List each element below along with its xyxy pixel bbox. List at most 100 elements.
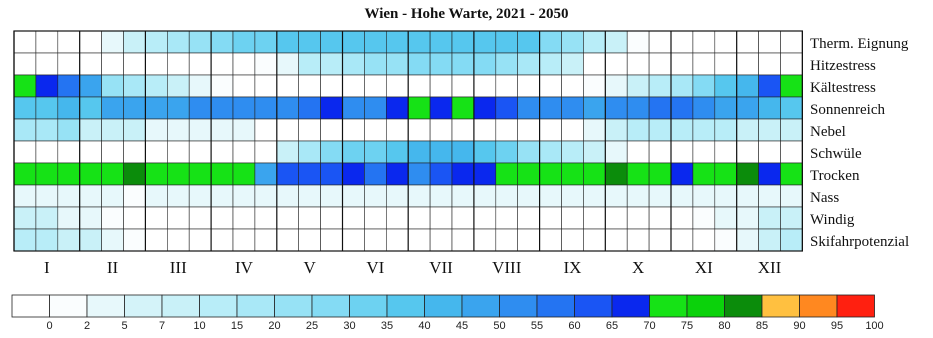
heatmap-cell <box>254 162 278 186</box>
month-label: VII <box>429 258 453 277</box>
heatmap-cell <box>648 52 672 76</box>
month-label: XII <box>757 258 782 277</box>
heatmap-cell <box>736 96 759 120</box>
heatmap-cell <box>79 96 102 120</box>
heatmap-cell <box>167 30 190 54</box>
row-label: Windig <box>810 212 855 228</box>
color-scale-tick-label: 90 <box>793 320 806 332</box>
heatmap-cell <box>276 206 299 230</box>
heatmap-cell <box>254 228 278 252</box>
color-scale-swatch <box>724 294 763 318</box>
heatmap-cell <box>692 184 716 208</box>
heatmap-cell <box>736 74 759 98</box>
heatmap-cell <box>145 30 168 54</box>
heatmap-cell <box>648 206 672 230</box>
heatmap-cell <box>320 118 343 142</box>
color-scale-tick-label: 5 <box>121 320 128 332</box>
heatmap-cell <box>692 140 716 164</box>
color-scale-tick-label: 30 <box>343 320 356 332</box>
heatmap-cell <box>539 30 562 54</box>
heatmap-cell <box>692 52 716 76</box>
heatmap-cell <box>232 96 256 120</box>
heatmap-cell <box>364 74 387 98</box>
heatmap-cell <box>780 140 803 164</box>
heatmap-cell <box>407 30 431 54</box>
month-label: II <box>106 258 119 277</box>
month-label: VIII <box>492 258 522 277</box>
heatmap-cell <box>276 52 299 76</box>
heatmap-cell <box>35 96 59 120</box>
row-label: Nebel <box>810 124 846 140</box>
heatmap-cell <box>648 228 672 252</box>
color-scale-tick-label: 65 <box>605 320 619 332</box>
heatmap-cell <box>342 206 365 230</box>
heatmap-cell <box>561 206 584 230</box>
color-scale-swatch <box>761 294 800 318</box>
heatmap-cell <box>714 74 737 98</box>
heatmap-cell <box>758 96 781 120</box>
heatmap-cell <box>123 74 146 98</box>
heatmap-cell <box>583 118 606 142</box>
heatmap-cell <box>385 206 409 230</box>
heatmap-cell <box>188 228 212 252</box>
heatmap-cell <box>79 140 102 164</box>
heatmap-cell <box>429 96 453 120</box>
heatmap-cell <box>101 140 124 164</box>
heatmap-cell <box>714 30 737 54</box>
heatmap-cell <box>13 118 37 142</box>
heatmap-cell <box>626 30 650 54</box>
heatmap-cell <box>123 52 146 76</box>
heatmap-cell <box>167 74 190 98</box>
heatmap-cell <box>517 184 540 208</box>
heatmap-cell <box>320 162 343 186</box>
heatmap-cell <box>35 30 59 54</box>
heatmap-cell <box>254 52 278 76</box>
heatmap-cell <box>780 206 803 230</box>
heatmap-cell <box>342 184 365 208</box>
heatmap-cell <box>736 52 759 76</box>
heatmap-cell <box>385 140 409 164</box>
heatmap-cell <box>364 52 387 76</box>
heatmap-cell <box>35 228 59 252</box>
heatmap-cell <box>276 118 299 142</box>
heatmap-cell <box>583 184 606 208</box>
heatmap-cell <box>385 30 409 54</box>
heatmap-cell <box>167 140 190 164</box>
heatmap-cell <box>79 228 102 252</box>
heatmap-cell <box>254 206 278 230</box>
heatmap-cell <box>167 206 190 230</box>
color-scale-swatch <box>386 294 425 318</box>
heatmap-cell <box>495 30 518 54</box>
heatmap-cell <box>451 228 475 252</box>
heatmap-cell <box>145 206 168 230</box>
heatmap-cell <box>583 228 606 252</box>
heatmap-cell <box>517 162 540 186</box>
heatmap-cell <box>232 140 256 164</box>
heatmap-cell <box>13 96 37 120</box>
heatmap-cell <box>364 140 387 164</box>
row-label: Kältestress <box>810 80 876 96</box>
heatmap-cell <box>758 184 781 208</box>
row-label: Nass <box>810 190 840 206</box>
color-scale-swatch <box>649 294 688 318</box>
heatmap-cell <box>79 184 102 208</box>
heatmap-cell <box>736 206 759 230</box>
color-scale-tick-label: 70 <box>643 320 656 332</box>
heatmap-cell <box>583 74 606 98</box>
heatmap-cell <box>101 74 124 98</box>
heatmap-cell <box>429 184 453 208</box>
heatmap-cell <box>57 74 80 98</box>
heatmap-cell <box>495 184 518 208</box>
heatmap-cell <box>79 30 102 54</box>
heatmap-cell <box>429 52 453 76</box>
heatmap-cell <box>254 30 278 54</box>
heatmap-cell <box>583 30 606 54</box>
heatmap-cell <box>320 52 343 76</box>
heatmap-cell <box>385 52 409 76</box>
heatmap-cell <box>101 118 124 142</box>
heatmap-cell <box>167 228 190 252</box>
heatmap-cell <box>276 30 299 54</box>
heatmap-cell <box>714 140 737 164</box>
heatmap-cell <box>407 184 431 208</box>
heatmap-cell <box>692 30 716 54</box>
